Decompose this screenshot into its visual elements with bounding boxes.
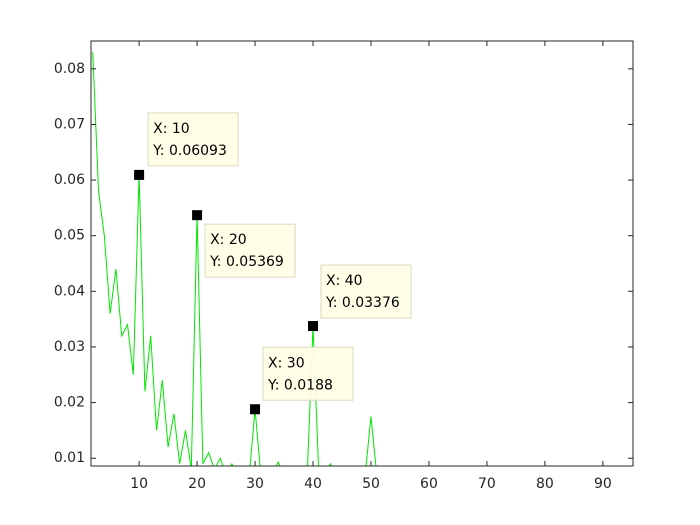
plot-layer [92,52,377,466]
y-tick-label: 0.06 [54,172,85,188]
datatip-box [204,223,296,278]
datatip-box [147,112,239,167]
x-tick-label: 40 [304,476,322,492]
datatip-box [262,346,354,401]
datatip-x-label: X: 40 [326,273,363,289]
datatip-y-label: Y: 0.03376 [325,295,400,311]
x-tick-label: 70 [478,476,496,492]
datatip-box [320,264,412,319]
x-tick-label: 80 [536,476,554,492]
datatip-marker [308,321,319,332]
overlay: 10 20 30 40 50 60 70 80 90 0.01 0.02 0.03 0.04 0.05 0.… [54,41,633,492]
datatip-marker [134,169,145,180]
datatip-y-label: Y: 0.0188 [267,377,333,393]
axes-frame [90,40,634,467]
x-tick-label: 20 [188,476,206,492]
series-line [92,52,377,466]
y-tick-label: 0.08 [54,61,85,77]
plot-area [91,41,633,466]
y-tick-label: 0.04 [54,283,85,299]
datatip-x-label: X: 30 [268,355,305,371]
y-tick-label: 0.02 [54,395,85,411]
x-tick-label: 50 [362,476,380,492]
x-tick-label: 30 [246,476,264,492]
datatip-marker [250,404,261,415]
y-tick-label: 0.05 [54,228,85,244]
datatip-y-label: Y: 0.05369 [209,254,284,270]
y-tick-label: 0.01 [54,450,85,466]
x-tick-label: 60 [420,476,438,492]
x-tick-label: 10 [130,476,148,492]
x-tick-label: 90 [594,476,612,492]
datatip-x-label: X: 20 [210,232,247,248]
y-tick-label: 0.07 [54,116,85,132]
datatip-marker [192,210,203,221]
datatip-x-label: X: 10 [153,121,190,137]
datatip-y-label: Y: 0.06093 [152,143,227,159]
y-tick-label: 0.03 [54,339,85,355]
